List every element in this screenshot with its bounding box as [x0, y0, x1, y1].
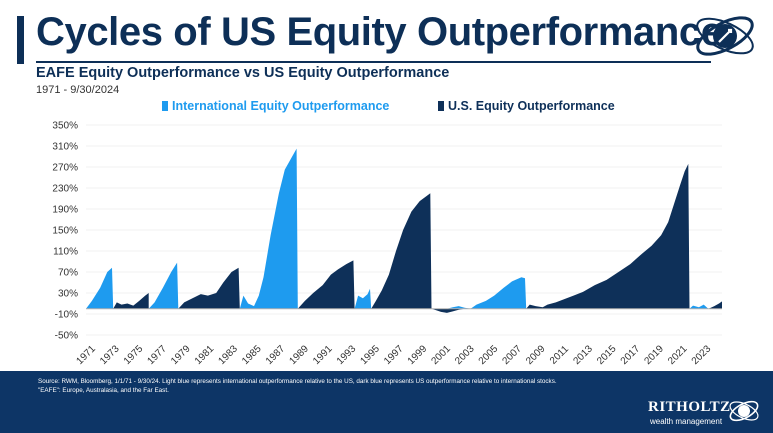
- x-tick-label: 1995: [358, 343, 382, 367]
- legend-item-international: International Equity Outperformance: [162, 99, 389, 113]
- international-outperformance-cycle: [689, 304, 709, 309]
- legend-item-us: U.S. Equity Outperformance: [438, 99, 615, 113]
- legend-swatch-international: [162, 101, 168, 111]
- us-outperformance-cycle: [708, 301, 722, 309]
- x-tick-label: 2005: [477, 343, 501, 367]
- international-outperformance-cycle: [354, 288, 372, 309]
- legend-swatch-us: [438, 101, 444, 111]
- us-outperformance-cycle: [178, 267, 240, 309]
- y-tick-label: 150%: [52, 226, 78, 237]
- x-tick-label: 1985: [240, 343, 264, 367]
- x-tick-label: 1991: [311, 343, 335, 367]
- x-tick-label: 2021: [666, 343, 690, 367]
- x-tick-label: 2015: [595, 343, 619, 367]
- y-tick-label: -50%: [55, 331, 78, 342]
- title-accent-bar: [17, 16, 24, 64]
- eafe-definition: "EAFE": Europe, Australasia, and the Far…: [38, 387, 169, 394]
- y-tick-label: 30%: [58, 289, 78, 300]
- x-tick-label: 1987: [264, 343, 288, 367]
- x-tick-label: 1971: [74, 343, 98, 367]
- x-tick-label: 2011: [548, 343, 571, 366]
- x-tick-label: 2001: [429, 343, 453, 367]
- international-outperformance-cycle: [86, 267, 114, 309]
- x-tick-label: 1981: [193, 343, 217, 367]
- chart-subtitle: EAFE Equity Outperformance vs US Equity …: [36, 65, 450, 81]
- y-tick-label: 190%: [52, 205, 78, 216]
- page-title: Cycles of US Equity Outperformance: [36, 10, 723, 54]
- y-axis-labels: 350% 310% 270% 230% 190% 150% 110% 70% 30% -10% -5…: [52, 121, 78, 342]
- source-note: Source: RWM, Bloomberg, 1/1/71 - 9/30/24…: [38, 377, 678, 395]
- international-outperformance-cycle: [148, 262, 179, 309]
- x-tick-label: 2007: [500, 343, 524, 367]
- ritholtz-logo-icon: [729, 400, 759, 422]
- data-areas: [86, 148, 722, 313]
- x-tick-label: 2013: [571, 343, 595, 367]
- source-text: Source: RWM, Bloomberg, 1/1/71 - 9/30/24…: [38, 378, 557, 385]
- x-tick-label: 1979: [169, 343, 193, 367]
- x-tick-label: 1989: [287, 343, 311, 367]
- chart-legend: International Equity Outperformance U.S.…: [0, 99, 773, 113]
- date-range: 1971 - 9/30/2024: [36, 84, 120, 96]
- international-outperformance-cycle: [239, 148, 298, 309]
- x-tick-label: 1973: [98, 343, 122, 367]
- outperformance-chart: 350% 310% 270% 230% 190% 150% 110% 70% 30% -10% -5…: [52, 121, 722, 367]
- x-tick-label: 2023: [690, 343, 714, 367]
- x-tick-label: 1993: [335, 343, 359, 367]
- y-tick-label: 230%: [52, 184, 78, 195]
- y-tick-label: 310%: [52, 142, 78, 153]
- x-tick-label: 2017: [619, 343, 643, 367]
- us-outperformance-cycle: [431, 308, 465, 313]
- x-tick-label: 2003: [453, 343, 477, 367]
- y-tick-label: 70%: [58, 268, 78, 279]
- international-outperformance-cycle: [470, 277, 527, 309]
- x-tick-label: 1975: [122, 343, 146, 367]
- x-tick-label: 1999: [406, 343, 430, 367]
- x-tick-label: 2009: [524, 343, 548, 367]
- x-axis-labels: 1971 1973 1975 1977 1979 1981 1983 1985 1987 1989…: [74, 343, 713, 367]
- us-outperformance-cycle: [371, 193, 432, 309]
- brand-tagline: wealth management: [650, 417, 723, 426]
- x-tick-label: 1983: [216, 343, 240, 367]
- x-tick-label: 1997: [382, 343, 406, 367]
- y-tick-label: 270%: [52, 163, 78, 174]
- footer: Source: RWM, Bloomberg, 1/1/71 - 9/30/24…: [0, 371, 773, 433]
- legend-label-international: International Equity Outperformance: [172, 99, 390, 113]
- y-tick-label: 110%: [53, 247, 78, 258]
- international-outperformance-cycle: [446, 306, 471, 309]
- ritholtz-rocket-logo-icon: [696, 16, 754, 56]
- us-outperformance-cycle: [113, 293, 149, 309]
- brand-name: RITHOLTZ: [648, 399, 731, 415]
- us-outperformance-cycle: [526, 163, 690, 309]
- x-tick-label: 2019: [642, 343, 666, 367]
- us-outperformance-cycle: [297, 260, 355, 309]
- y-tick-label: -10%: [55, 310, 78, 321]
- y-tick-label: 350%: [52, 121, 78, 132]
- x-tick-label: 1977: [145, 343, 169, 367]
- legend-label-us: U.S. Equity Outperformance: [448, 99, 615, 113]
- title-divider: [36, 61, 711, 63]
